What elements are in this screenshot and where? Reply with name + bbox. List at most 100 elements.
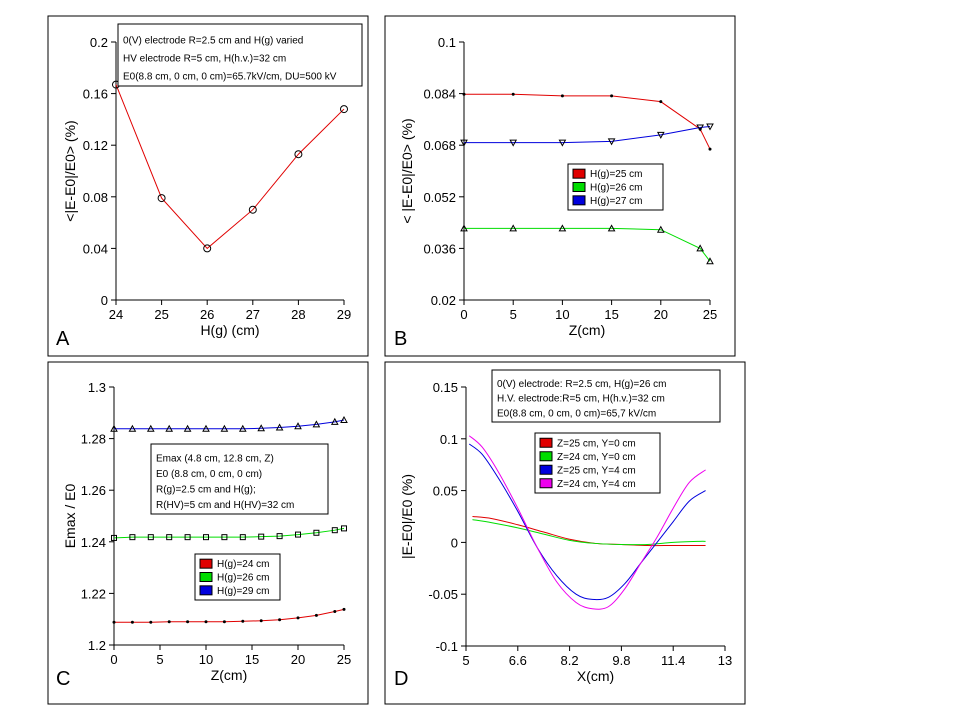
data-point [239, 534, 246, 541]
data-point [341, 525, 347, 532]
annotation-line: R(HV)=5 cm and H(HV)=32 cm [156, 500, 294, 511]
data-point [259, 619, 263, 623]
data-point [248, 205, 257, 214]
y-tick-label: 0.1 [438, 35, 456, 50]
series-line-2 [472, 519, 706, 546]
y-tick-label: 0.052 [423, 190, 456, 205]
legend-label: H(g)=24 cm [217, 559, 270, 570]
x-tick-label: 15 [245, 652, 259, 667]
data-point [340, 105, 348, 114]
x-tick-label: 0 [110, 652, 117, 667]
data-point [460, 139, 468, 147]
y-tick-label: 0.08 [83, 190, 108, 205]
data-point [560, 94, 564, 98]
data-point [706, 123, 714, 131]
annotation-line: H.V. electrode:R=5 cm, H(h.v.)=32 cm [497, 394, 665, 405]
data-point [558, 139, 567, 147]
x-tick-label: 29 [337, 307, 351, 322]
chart-panel-b: 0 5 10 15 20 25 0.02 0.036 0.052 0.068 0.084 0.1 Z(c… [384, 15, 736, 357]
x-tick-label: 5 [462, 653, 469, 668]
data-point [220, 424, 229, 432]
legend-label: H(g)=27 cm [590, 196, 643, 207]
y-tick-label: -0.1 [436, 639, 458, 654]
data-point [340, 415, 348, 424]
data-point [204, 620, 208, 624]
x-tick-label: 20 [654, 307, 668, 322]
x-tick-label: 5 [510, 307, 517, 322]
legend-swatch [539, 451, 553, 462]
chart-panel-a: 24 25 26 27 28 29 0 0.04 0.08 0.12 0.16 0.2 H(g) (cm… [47, 15, 369, 357]
x-tick-label: 8.2 [561, 653, 579, 668]
data-point [331, 527, 338, 534]
data-point [659, 100, 663, 104]
y-tick-label: 0.05 [433, 484, 458, 499]
annotation-line: E0(8.8 cm, 0 cm, 0 cm)=65,7 kV/cm [497, 408, 656, 419]
x-tick-label: 25 [337, 652, 351, 667]
x-axis-label: Z(cm) [569, 322, 606, 338]
x-tick-label: 6.6 [509, 653, 527, 668]
data-point [111, 534, 117, 541]
data-point [330, 417, 339, 425]
series-line-1 [114, 608, 345, 623]
legend-swatch [572, 182, 586, 192]
y-tick-label: 0.15 [433, 380, 458, 395]
data-point [314, 613, 318, 617]
data-point [129, 534, 136, 541]
y-tick-label: 0.036 [423, 241, 456, 256]
series-line-2 [113, 527, 345, 539]
y-tick-label: 0.04 [83, 241, 108, 256]
data-point [184, 534, 191, 541]
data-point [610, 94, 614, 98]
legend-box [534, 432, 661, 494]
x-tick-label: 11.4 [661, 653, 685, 668]
legend-label: H(g)=29 cm [217, 586, 270, 597]
data-point [257, 424, 266, 432]
data-point [202, 424, 210, 432]
data-point [708, 147, 712, 151]
data-point [238, 424, 247, 432]
panel-letter: A [56, 328, 70, 350]
data-point [186, 620, 190, 624]
series-line-4 [468, 435, 706, 610]
data-point [241, 619, 245, 623]
x-tick-label: 24 [109, 307, 123, 322]
annotation-line: HV electrode R=5 cm, H(h.v.)=32 cm [123, 54, 286, 65]
x-tick-label: 26 [200, 307, 214, 322]
y-axis-label: <|E-E0|/E0> (%) [62, 120, 78, 221]
panel-letter: B [394, 328, 407, 350]
data-point [278, 618, 282, 622]
chart-panel-c: 0 5 10 15 20 25 1.2 1.22 1.24 1.26 1.28 1.3 Z(cm) Ema… [47, 361, 369, 705]
x-tick-label: 28 [291, 307, 305, 322]
y-tick-label: 0.12 [83, 138, 108, 153]
y-tick-label: -0.05 [428, 587, 458, 602]
data-point [294, 422, 302, 430]
y-tick-label: 0.084 [423, 87, 456, 102]
y-tick-label: 1.24 [81, 535, 106, 550]
x-tick-label: 10 [199, 652, 213, 667]
data-point [276, 533, 283, 540]
data-point [203, 244, 212, 253]
data-point [110, 424, 118, 432]
panel-frame [47, 361, 369, 705]
data-point [128, 424, 137, 432]
data-point [312, 420, 321, 428]
x-tick-label: 9.8 [612, 653, 630, 668]
annotation-box [491, 369, 721, 423]
y-tick-label: 1.22 [81, 586, 106, 601]
y-axis-label: < |E-E0|/E0> (%) [399, 118, 415, 223]
data-point [112, 620, 116, 624]
panel-letter: D [394, 668, 408, 690]
legend-label: H(g)=26 cm [217, 573, 270, 584]
data-point [656, 225, 665, 233]
annotation-line: E0(8.8 cm, 0 cm, 0 cm)=65.7kV/cm, DU=500… [123, 72, 337, 83]
legend-swatch [199, 572, 213, 582]
annotation-line: 0(V) electrode R=2.5 cm and H(g) varied [123, 36, 303, 47]
y-axis-label: |E-E0|/E0 (%) [399, 474, 415, 559]
legend-swatch [572, 195, 586, 206]
x-axis-label: X(cm) [577, 668, 614, 684]
legend-label: H(g)=26 cm [590, 183, 643, 194]
data-point [313, 529, 320, 536]
data-point [130, 620, 134, 624]
series-line-3 [464, 125, 711, 144]
